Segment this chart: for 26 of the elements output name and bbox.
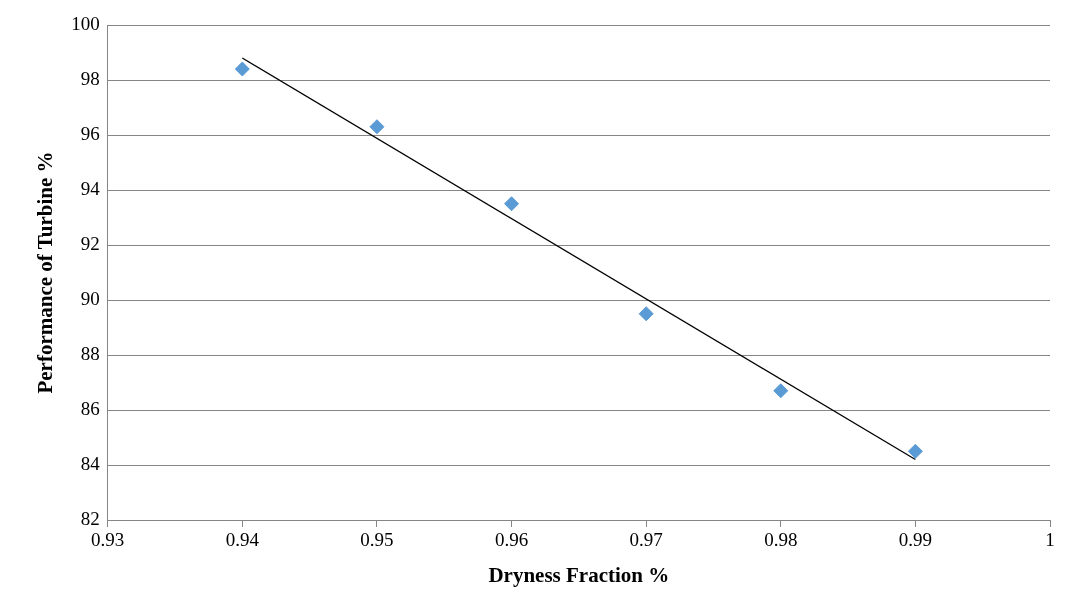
x-axis-title: Dryness Fraction % [488,562,670,587]
y-tick-label: 86 [80,397,100,419]
x-tick-label: 0.97 [629,529,663,551]
y-tick-label: 100 [71,12,100,34]
point [773,383,789,399]
y-tick-label: 98 [80,67,100,89]
y-tick-label: 82 [80,507,100,529]
y-tick-label: 84 [80,452,101,474]
x-tick-label: 1 [1045,529,1055,551]
point [234,61,250,77]
y-tick-label: 92 [80,232,100,254]
x-tick-label: 0.98 [764,529,798,551]
x-tick-label: 0.93 [91,529,125,551]
y-tick-label: 96 [80,122,100,144]
y-tick-label: 90 [80,287,100,309]
point [504,196,520,212]
x-tick-label: 0.94 [225,529,260,551]
point [369,119,385,135]
y-tick-label: 88 [80,342,100,364]
x-tick-label: 0.95 [360,529,394,551]
y-tick-label: 94 [80,177,101,199]
x-tick-label: 0.99 [898,529,933,551]
point [638,306,654,322]
point [907,443,923,459]
y-axis-title: Performance of Turbine % [33,151,58,394]
x-tick-label: 0.96 [494,529,529,551]
